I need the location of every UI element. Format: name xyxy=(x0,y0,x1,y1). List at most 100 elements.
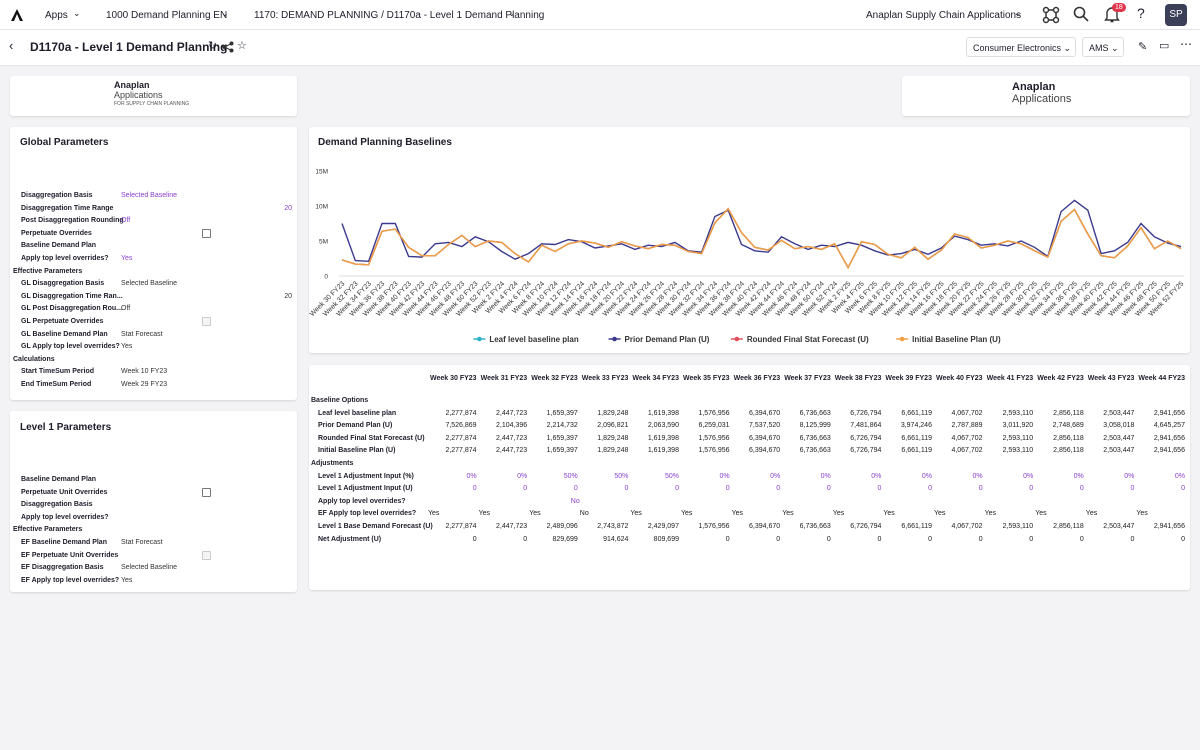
cell-value[interactable]: 50% xyxy=(614,472,629,480)
cell-value[interactable]: 0% xyxy=(1124,472,1135,480)
cell-value: 1,659,397 xyxy=(546,447,578,455)
cell-value[interactable]: 0% xyxy=(972,472,983,480)
checkbox[interactable] xyxy=(202,228,211,238)
logo-product: Applications xyxy=(1012,93,1072,105)
parameter-label: GL Baseline Demand Plan xyxy=(21,330,108,338)
cell-value[interactable]: 0% xyxy=(719,472,730,480)
cell-value[interactable]: 0 xyxy=(725,485,730,493)
cell-value[interactable]: 0 xyxy=(776,485,781,493)
row-label: EF Apply top level overrides? xyxy=(318,510,417,518)
cell-value[interactable]: 0% xyxy=(1174,472,1185,480)
cell-value[interactable]: 0 xyxy=(472,485,477,493)
cell-value[interactable]: 0 xyxy=(523,485,528,493)
cell-value: 1,829,248 xyxy=(597,434,629,442)
cell-value[interactable]: 0 xyxy=(1181,485,1185,493)
parameter-value: Week 10 FY23 xyxy=(121,368,168,376)
cell-value[interactable]: 0 xyxy=(675,485,679,493)
cell-value: 2,856,118 xyxy=(1053,434,1084,442)
comment-icon[interactable]: ▭ xyxy=(1159,40,1170,52)
user-avatar[interactable]: SP xyxy=(1165,4,1187,26)
cell-value[interactable]: 0 xyxy=(928,485,932,493)
edit-icon[interactable]: ✎ xyxy=(1138,41,1148,53)
parameter-value[interactable]: Off xyxy=(121,217,131,225)
panel-title: Level 1 Parameters xyxy=(20,422,112,433)
apps-menu[interactable]: Apps xyxy=(45,10,68,21)
cell-value[interactable]: 0% xyxy=(517,472,528,480)
cell-value[interactable]: 0 xyxy=(826,485,831,493)
parameter-value[interactable]: Selected Baseline xyxy=(121,192,178,199)
cell-value[interactable]: 0% xyxy=(921,472,932,480)
help-icon[interactable]: ? xyxy=(1137,5,1145,21)
cell-value: 1,576,956 xyxy=(698,523,730,530)
cell-value: Yes xyxy=(934,510,946,518)
cell-value: 1,576,956 xyxy=(698,409,730,417)
logo-tagline: FOR SUPPLY CHAIN PLANNING xyxy=(114,101,190,107)
filter-dropdown[interactable]: AMS ⌄ xyxy=(1082,37,1124,57)
column-header: Week 32 FY23 xyxy=(531,375,578,382)
cell-value[interactable]: 0 xyxy=(1079,485,1084,493)
cell-value: 6,259,031 xyxy=(698,422,730,430)
checkbox[interactable] xyxy=(202,487,211,497)
cell-value[interactable]: 0 xyxy=(1130,485,1135,493)
parameter-label: Start TimeSum Period xyxy=(21,368,95,376)
cell-value[interactable]: 0 xyxy=(978,485,983,493)
page-header: ‹ D1170a - Level 1 Demand Planning ↻ ☆ C… xyxy=(0,30,1200,66)
cell-value[interactable]: 0% xyxy=(770,472,781,480)
more-icon[interactable]: ⋯ xyxy=(1180,37,1192,51)
refresh-icon[interactable]: ↻ xyxy=(208,40,218,52)
workspace-menu[interactable]: Anaplan Supply Chain Applications xyxy=(866,10,1022,21)
cell-value: 6,736,663 xyxy=(799,434,831,442)
cell-value[interactable]: 0% xyxy=(466,472,477,480)
anaplan-logo[interactable] xyxy=(10,8,24,22)
model-menu[interactable]: 1000 Demand Planning EN xyxy=(106,10,228,21)
cell-value[interactable]: 0 xyxy=(624,485,629,493)
favorite-icon[interactable]: ☆ xyxy=(237,40,247,52)
global-parameters-panel: Global Parameters Disaggregation Basis Se… xyxy=(10,127,297,400)
cell-value: 2,104,396 xyxy=(496,422,528,430)
cell-value: 6,736,663 xyxy=(799,523,831,530)
share-icon[interactable] xyxy=(222,41,234,53)
cell-value: 6,661,119 xyxy=(901,434,932,442)
cell-value[interactable]: 0% xyxy=(1023,472,1034,480)
section-label: Effective Parameters xyxy=(13,526,83,534)
cell-value: 8,125,999 xyxy=(799,422,831,430)
cell-value: 2,214,732 xyxy=(546,422,578,430)
row-label: Prior Demand Plan (U) xyxy=(318,422,393,430)
parameter-value[interactable]: Yes xyxy=(121,255,133,262)
cell-value[interactable]: 0 xyxy=(1029,485,1034,493)
cell-value[interactable]: 50% xyxy=(664,472,679,480)
row-label: Level 1 Adjustment Input (U) xyxy=(318,485,413,493)
chart-panel: Demand Planning Baselines 0 5M 10M 15M Week … xyxy=(309,127,1190,353)
row-label: Level 1 Base Demand Forecast (U) xyxy=(318,523,433,530)
apps-grid-icon[interactable] xyxy=(1042,6,1060,24)
cell-value[interactable]: 0 xyxy=(573,485,578,493)
cell-value[interactable]: 0% xyxy=(871,472,882,480)
cell-value: 7,537,520 xyxy=(749,422,781,430)
cell-value: 2,503,447 xyxy=(1103,434,1135,442)
cell-value[interactable]: 0 xyxy=(877,485,882,493)
parameter-label: Apply top level overrides? xyxy=(21,255,109,262)
cell-value[interactable]: 50% xyxy=(563,472,578,480)
cell-value: 2,856,118 xyxy=(1053,523,1084,530)
cell-value: Yes xyxy=(782,510,794,518)
section-label: Effective Parameters xyxy=(13,267,83,275)
filter-dropdown[interactable]: Consumer Electronics ⌄ xyxy=(966,37,1076,57)
parameter-label: GL Disaggregation Basis xyxy=(21,280,105,288)
cell-value: 2,593,110 xyxy=(1002,409,1034,417)
cell-value: 914,624 xyxy=(603,535,629,543)
parameter-value[interactable]: 20 xyxy=(284,204,292,212)
parameter-label: EF Disaggregation Basis xyxy=(21,564,104,572)
back-button[interactable]: ‹ xyxy=(9,38,14,53)
cell-value: 7,526,869 xyxy=(445,422,477,430)
search-icon[interactable] xyxy=(1073,6,1089,22)
cell-value: 2,743,872 xyxy=(597,523,629,530)
breadcrumb[interactable]: 1170: DEMAND PLANNING / D1170a - Level 1… xyxy=(254,10,545,21)
cell-value: 2,429,097 xyxy=(647,523,679,530)
cell-value: 0 xyxy=(1181,535,1185,543)
cell-value[interactable]: No xyxy=(570,497,580,505)
cell-value[interactable]: 0% xyxy=(1073,472,1084,480)
page-title: D1170a - Level 1 Demand Planning xyxy=(30,40,228,54)
cell-value[interactable]: 0% xyxy=(820,472,831,480)
column-header: Week 38 FY23 xyxy=(834,375,882,382)
